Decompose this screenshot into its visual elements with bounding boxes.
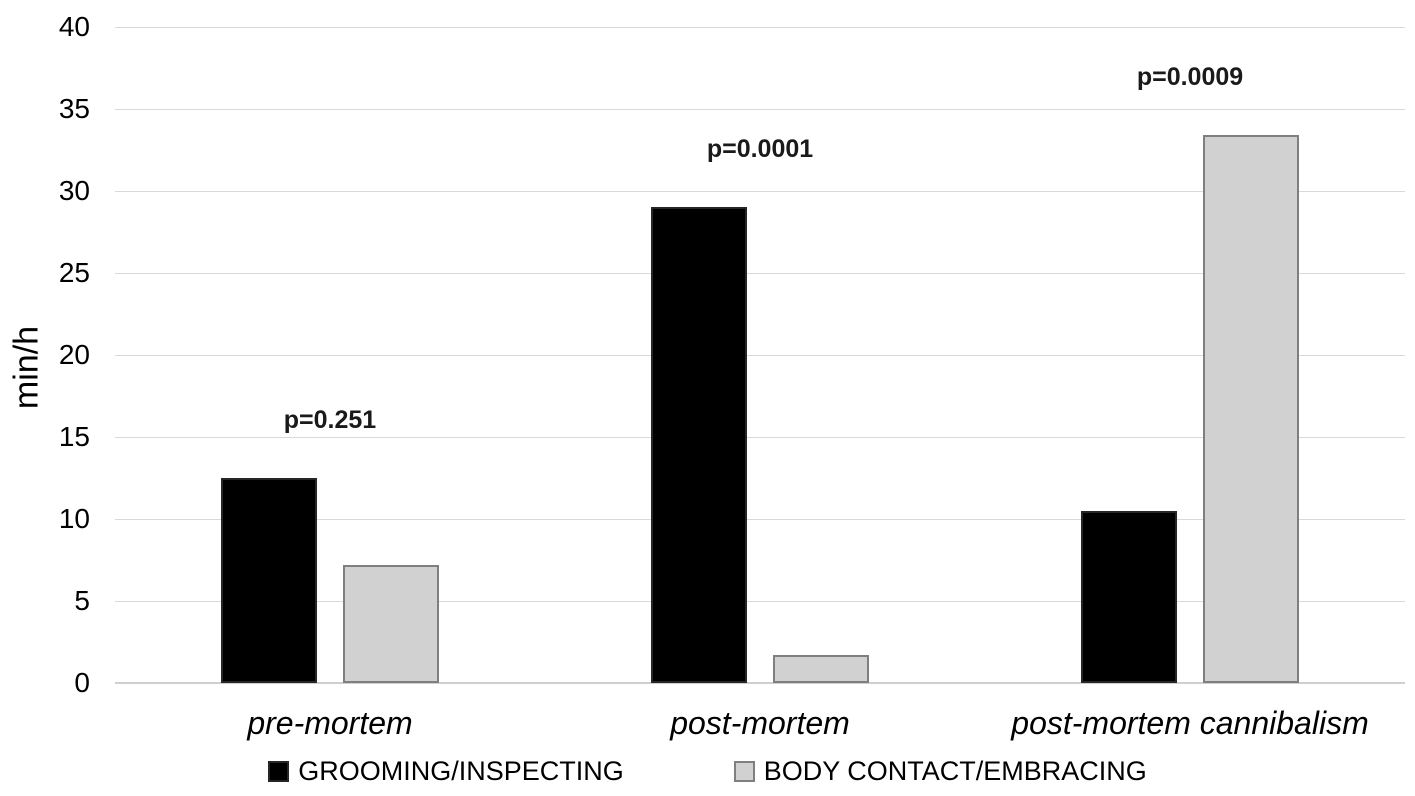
legend-item-grooming-inspecting: GROOMING/INSPECTING: [268, 756, 624, 787]
gridline: [115, 109, 1405, 110]
y-tick-label: 40: [58, 11, 90, 42]
legend: GROOMING/INSPECTING BODY CONTACT/EMBRACIN…: [0, 756, 1415, 787]
x-category-label-post-mortem: post-mortem: [670, 705, 850, 741]
gridline: [115, 355, 1405, 356]
x-axis-line: [115, 682, 1405, 684]
legend-swatch-icon-body-contact-embracing: [733, 761, 755, 782]
y-tick-label: 5: [74, 585, 90, 616]
gridline: [115, 437, 1405, 438]
legend-item-body-contact-embracing: BODY CONTACT/EMBRACING: [733, 756, 1147, 787]
y-tick-label: 10: [58, 503, 90, 534]
y-tick-label: 0: [74, 667, 90, 698]
y-tick-label: 35: [58, 93, 90, 124]
y-tick-label: 20: [58, 339, 90, 370]
gridline: [115, 273, 1405, 274]
bar-body-contact-embracing-post-mortem: [773, 655, 869, 683]
gridline: [115, 519, 1405, 520]
p-value-annotation-post-mortem-cannibalism: p=0.0009: [1136, 63, 1244, 92]
y-tick-label: 25: [58, 257, 90, 288]
bar-body-contact-embracing-pre-mortem: [343, 564, 439, 683]
bar-grooming-inspecting-post-mortem: [651, 207, 747, 683]
x-category-label-post-mortem-cannibalism: post-mortem cannibalism: [1011, 705, 1369, 741]
gridline: [115, 601, 1405, 602]
legend-label-grooming-inspecting: GROOMING/INSPECTING: [298, 756, 624, 786]
gridline: [115, 27, 1405, 28]
bar-body-contact-embracing-post-mortem-cannibalism: [1203, 135, 1299, 683]
y-tick-label: 30: [58, 175, 90, 206]
bar-grooming-inspecting-post-mortem-cannibalism: [1081, 510, 1177, 683]
legend-label-body-contact-embracing: BODY CONTACT/EMBRACING: [763, 756, 1147, 786]
legend-swatch-icon-grooming-inspecting: [268, 761, 290, 782]
p-value-annotation-post-mortem: p=0.0001: [706, 135, 814, 164]
y-tick-label: 15: [58, 421, 90, 452]
x-category-label-pre-mortem: pre-mortem: [247, 705, 413, 741]
gridline: [115, 191, 1405, 192]
bar-grooming-inspecting-pre-mortem: [221, 478, 317, 683]
p-value-annotation-pre-mortem: p=0.251: [283, 406, 377, 434]
